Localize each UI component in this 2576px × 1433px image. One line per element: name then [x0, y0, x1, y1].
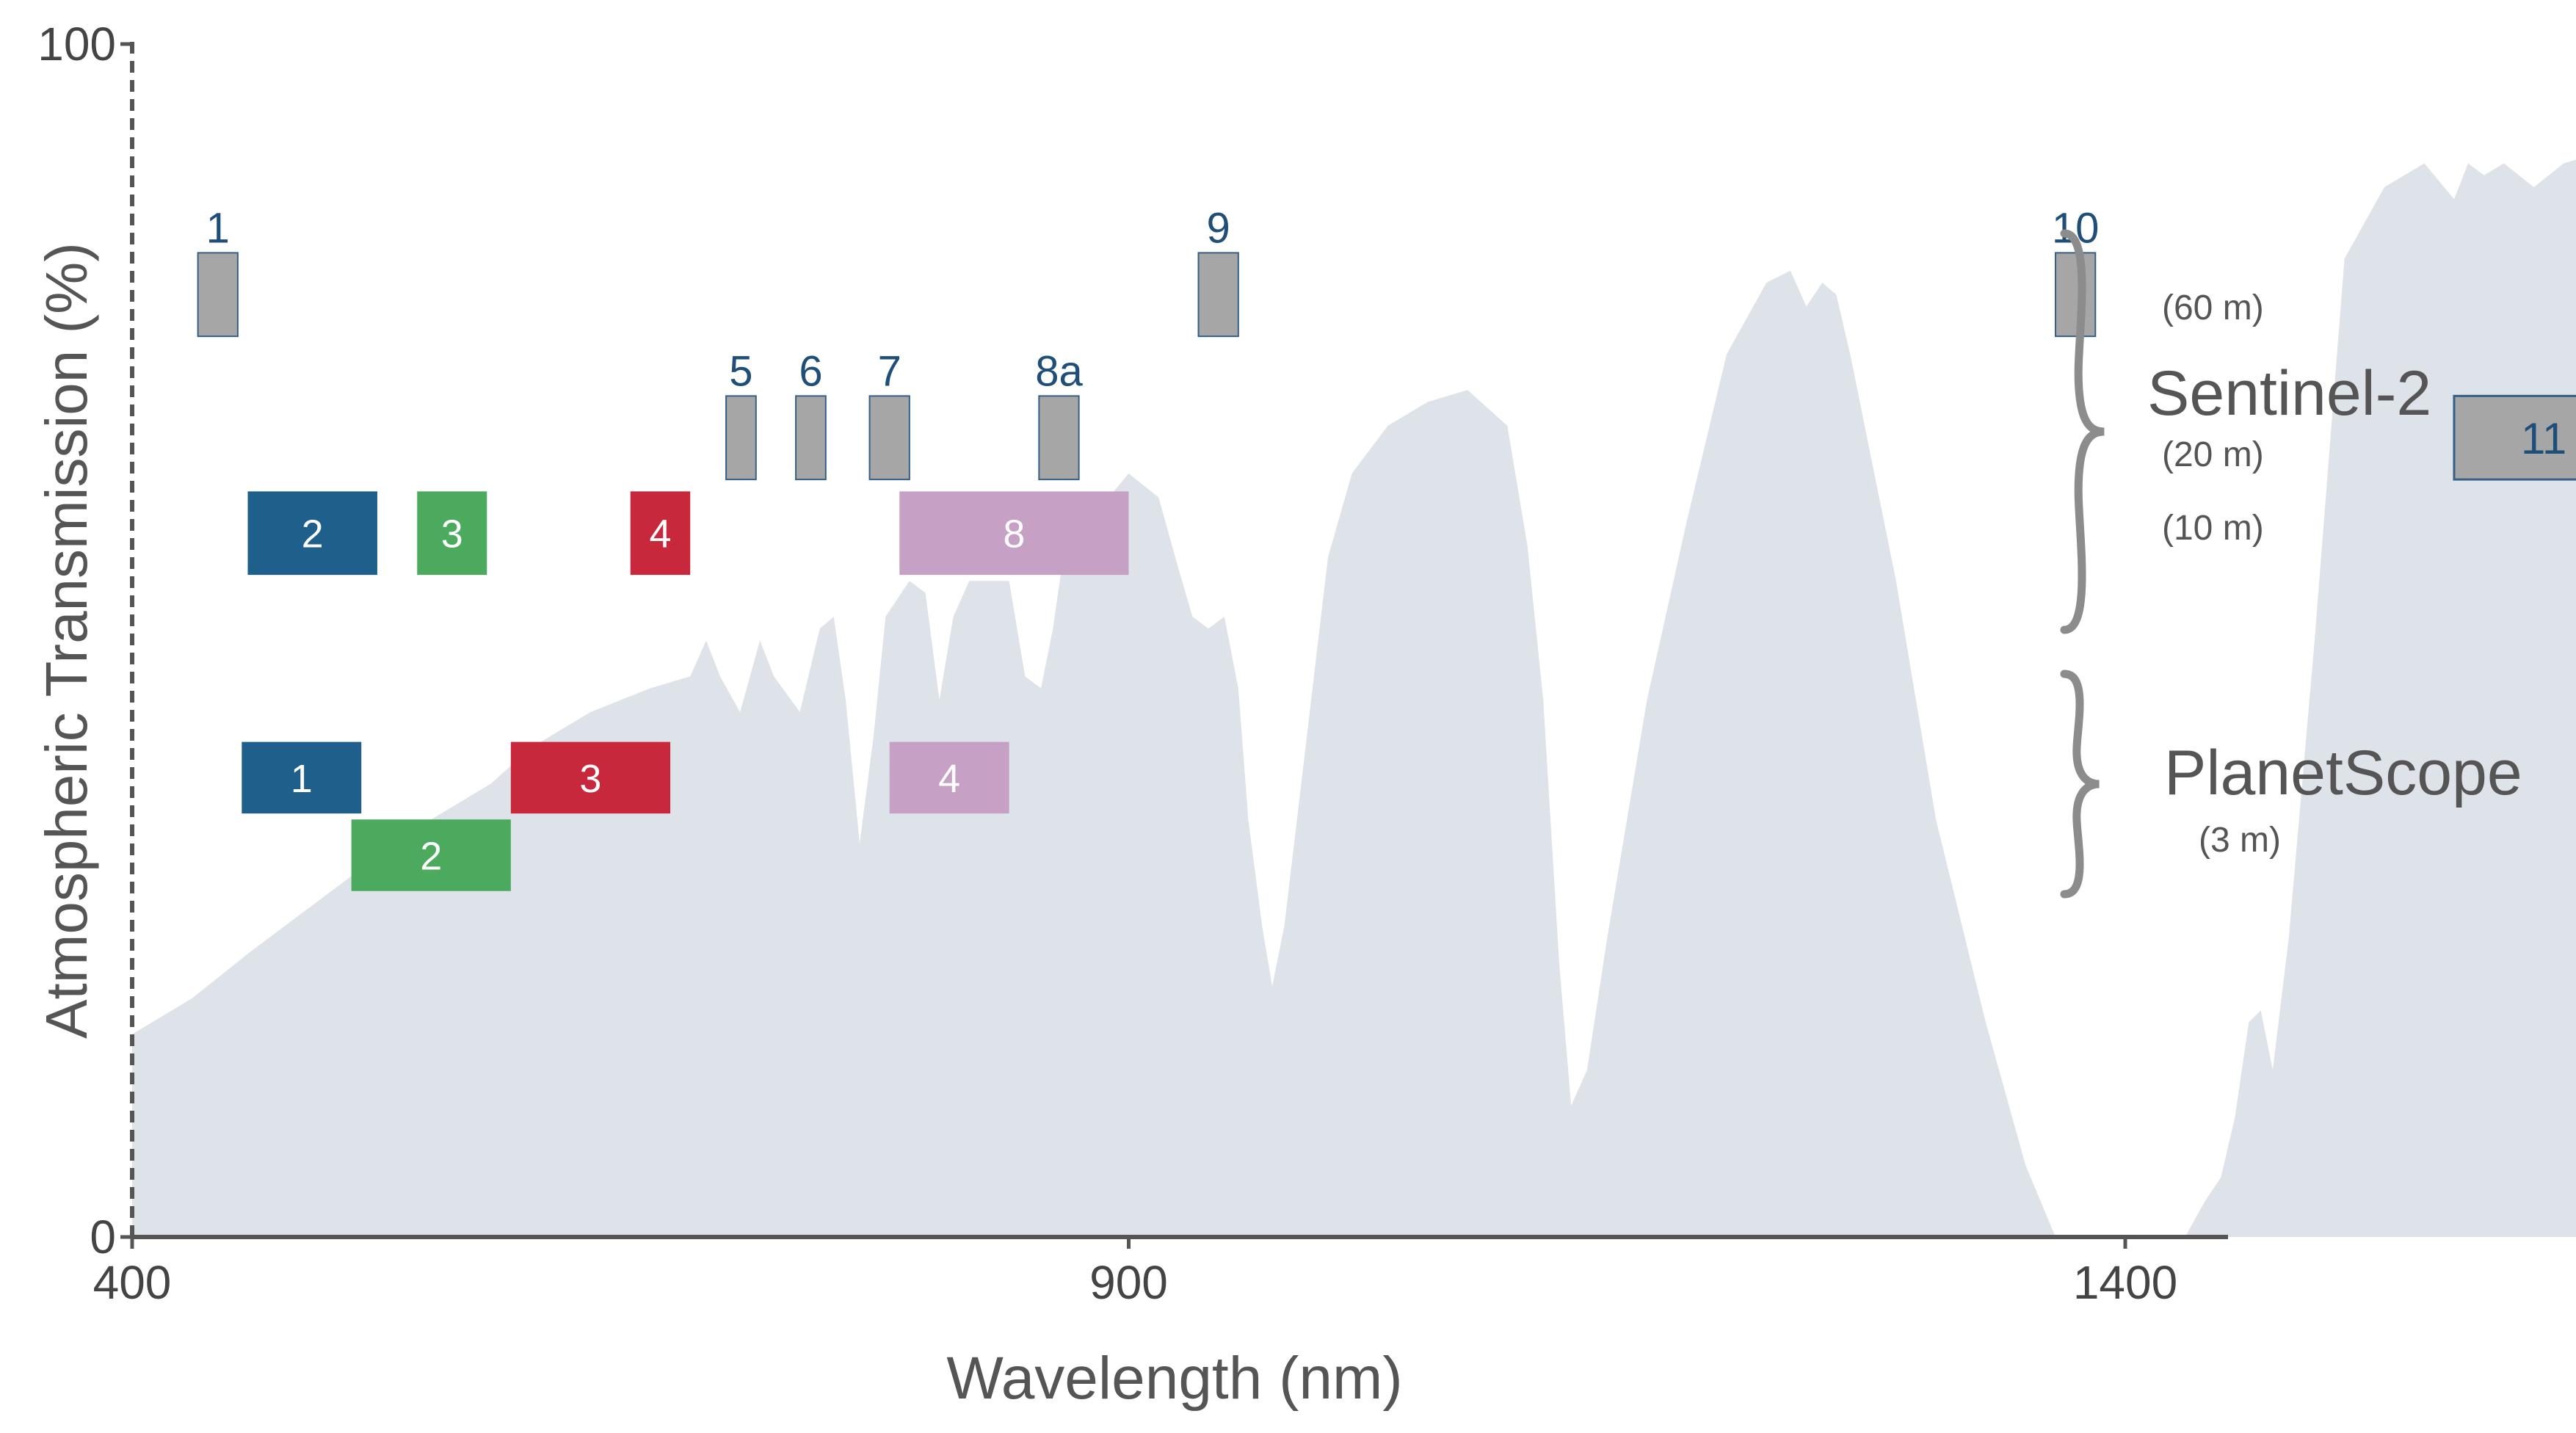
sentinel2-band-11 — [2453, 394, 2576, 481]
planetscope-label: PlanetScope — [2164, 738, 2522, 808]
x-tick-label: 900 — [1089, 1256, 1168, 1309]
planetscope-band-label: 3 — [579, 757, 601, 801]
sentinel2-band-8 — [899, 491, 1129, 576]
planetscope-band-label: 4 — [938, 757, 960, 801]
x-tick-label: 1400 — [2073, 1256, 2177, 1309]
axes — [130, 37, 2228, 1239]
x-tick-label: 400 — [93, 1256, 172, 1309]
sentinel2-band-label: 2 — [302, 512, 324, 556]
resolution-60m-label: (60 m) — [2162, 289, 2264, 327]
sentinel2-band-label: 4 — [649, 512, 671, 556]
sentinel2-band-label: 7 — [878, 347, 901, 395]
sentinel2-band-10 — [2054, 252, 2097, 338]
sentinel-2-label: Sentinel-2 — [2147, 358, 2431, 429]
sentinel2-band-7 — [868, 395, 910, 481]
sentinel2-band-label: 11 — [2521, 414, 2566, 463]
transmission-area — [132, 159, 2576, 1237]
planetscope-band-1 — [242, 741, 362, 814]
sentinel2-band-3 — [417, 491, 487, 576]
sentinel2-band-label: 9 — [1207, 204, 1230, 252]
sentinel2-band-4 — [630, 491, 691, 576]
x-axis-label: Wavelength (nm) — [946, 1345, 1402, 1412]
planetscope-band-2 — [351, 819, 511, 891]
y-tick-label: 0 — [90, 1211, 116, 1263]
sentinel2-band-8a — [1038, 395, 1080, 481]
sentinel2-band-6 — [795, 395, 827, 481]
sentinel2-band-label: 6 — [799, 347, 822, 395]
planetscope-band-4 — [889, 741, 1009, 814]
ticks: 4009001400190024000100 — [37, 18, 2177, 1309]
sentinel2-band-label: 1 — [206, 204, 230, 252]
planetscope-band-label: 2 — [420, 834, 442, 878]
y-axis-label: Atmospheric Transmission (%) — [34, 242, 99, 1039]
sentinel2-band-label: 8 — [1003, 512, 1025, 556]
y-tick-label: 100 — [37, 18, 116, 70]
sentinel-brace — [2060, 229, 2105, 634]
sentinel2-band-9 — [1197, 252, 1239, 338]
band-markers: 19105678a111223481234 — [197, 204, 2576, 891]
sentinel2-band-label: 8a — [1035, 347, 1083, 395]
sentinel2-band-2 — [247, 491, 377, 576]
resolution-10m-label: (10 m) — [2162, 509, 2264, 548]
sentinel2-band-1 — [197, 252, 239, 338]
sentinel2-band-label: 5 — [729, 347, 752, 395]
sentinel2-band-5 — [725, 395, 757, 481]
sentinel2-band-label: 3 — [441, 512, 463, 556]
resolution-3m-label: (3 m) — [2199, 821, 2281, 860]
planetscope-band-3 — [510, 741, 671, 814]
group-braces — [2060, 229, 2105, 899]
planetscope-brace — [2060, 670, 2100, 899]
planetscope-band-label: 1 — [291, 757, 313, 801]
resolution-20m-label: (20 m) — [2162, 435, 2264, 474]
